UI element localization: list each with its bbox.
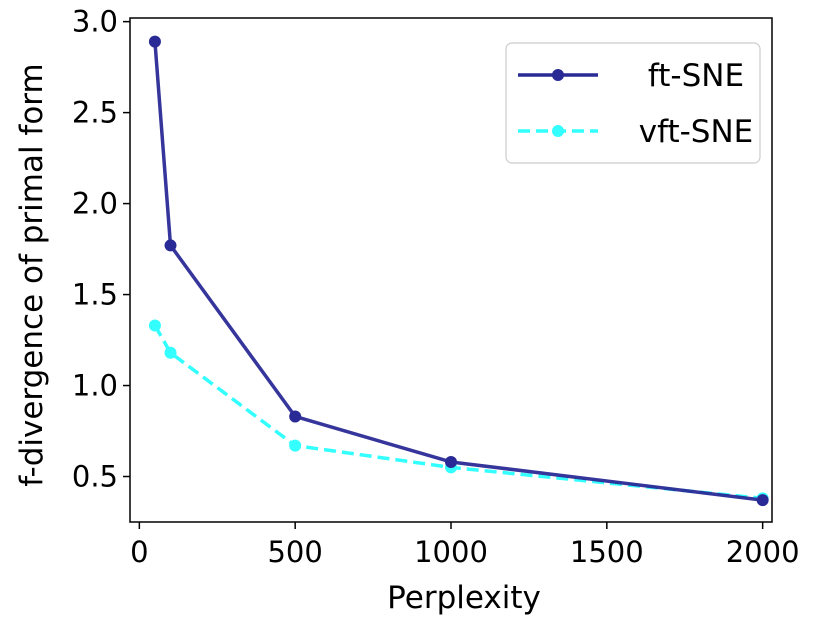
y-tick-label: 2.0	[72, 187, 118, 221]
data-point-ft-sne	[148, 35, 161, 48]
y-tick-label: 1.0	[72, 369, 118, 403]
series-layer	[148, 35, 769, 507]
y-tick-label: 0.5	[72, 460, 118, 494]
legend-label-vft-sne: vft-SNE	[639, 114, 754, 150]
data-point-vft-sne	[289, 439, 302, 452]
x-axis: 0 500 1000 1500 2000	[130, 522, 800, 569]
data-point-vft-sne	[164, 346, 177, 359]
x-tick-label: 500	[267, 535, 322, 569]
y-tick-label: 3.0	[72, 5, 118, 39]
x-tick-label: 0	[130, 535, 148, 569]
legend-label-ft-sne: ft-SNE	[648, 58, 744, 94]
legend: ft-SNE vft-SNE	[505, 42, 761, 164]
data-point-ft-sne	[445, 455, 457, 468]
legend-box	[505, 42, 761, 164]
x-tick-label: 1500	[570, 535, 644, 569]
data-point-vft-sne	[148, 319, 161, 332]
y-axis: 0.5 1.0 1.5 2.0 2.5 3.0	[72, 5, 130, 494]
data-point-ft-sne	[756, 494, 769, 507]
y-axis-title: f-divergence of primal form	[14, 63, 50, 486]
legend-marker-ft-sne	[552, 69, 564, 81]
legend-marker-vft-sne	[552, 125, 564, 137]
x-tick-label: 1000	[414, 535, 488, 569]
y-tick-label: 2.5	[72, 96, 118, 130]
x-tick-label: 2000	[726, 535, 800, 569]
data-point-ft-sne	[164, 239, 177, 252]
data-point-ft-sne	[289, 410, 302, 423]
x-axis-title: Perplexity	[387, 580, 541, 616]
y-tick-label: 1.5	[72, 278, 118, 312]
